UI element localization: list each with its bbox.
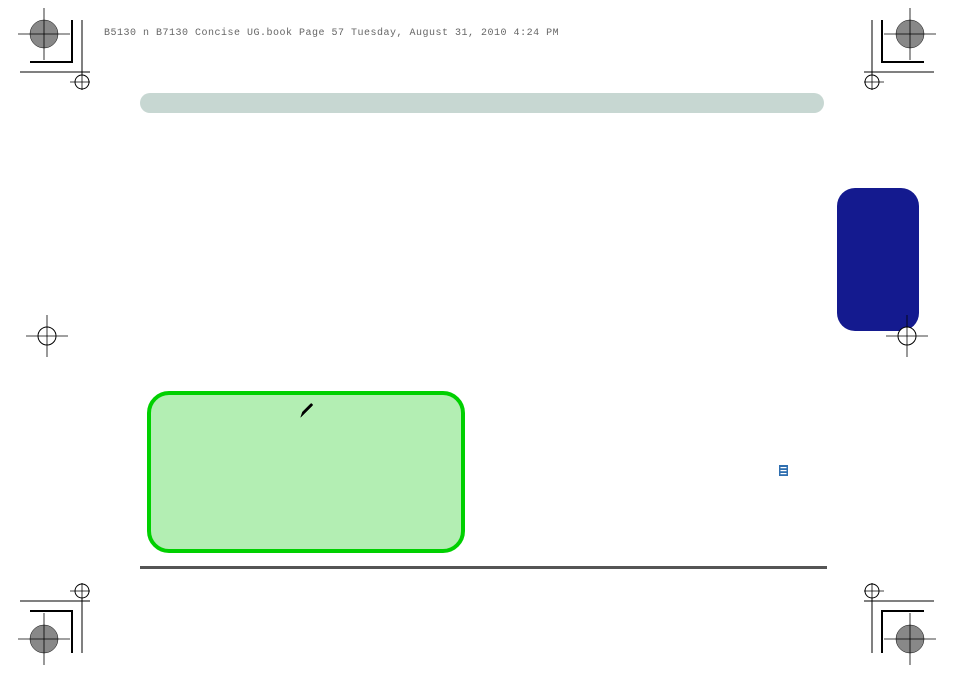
registration-mark-top-right (864, 0, 954, 90)
section-title-bar (140, 93, 824, 113)
pen-icon (298, 402, 316, 420)
footer-rule (140, 566, 827, 569)
registration-mark-top-left (0, 0, 90, 90)
registration-mark-bottom-right (864, 583, 954, 673)
page-glyph-icon (779, 465, 788, 476)
registration-mark-left (24, 313, 70, 359)
registration-mark-bottom-left (0, 583, 90, 673)
side-tab (837, 188, 919, 331)
registration-mark-right (884, 313, 930, 359)
print-header-text: B5130 n B7130 Concise UG.book Page 57 Tu… (104, 28, 559, 39)
